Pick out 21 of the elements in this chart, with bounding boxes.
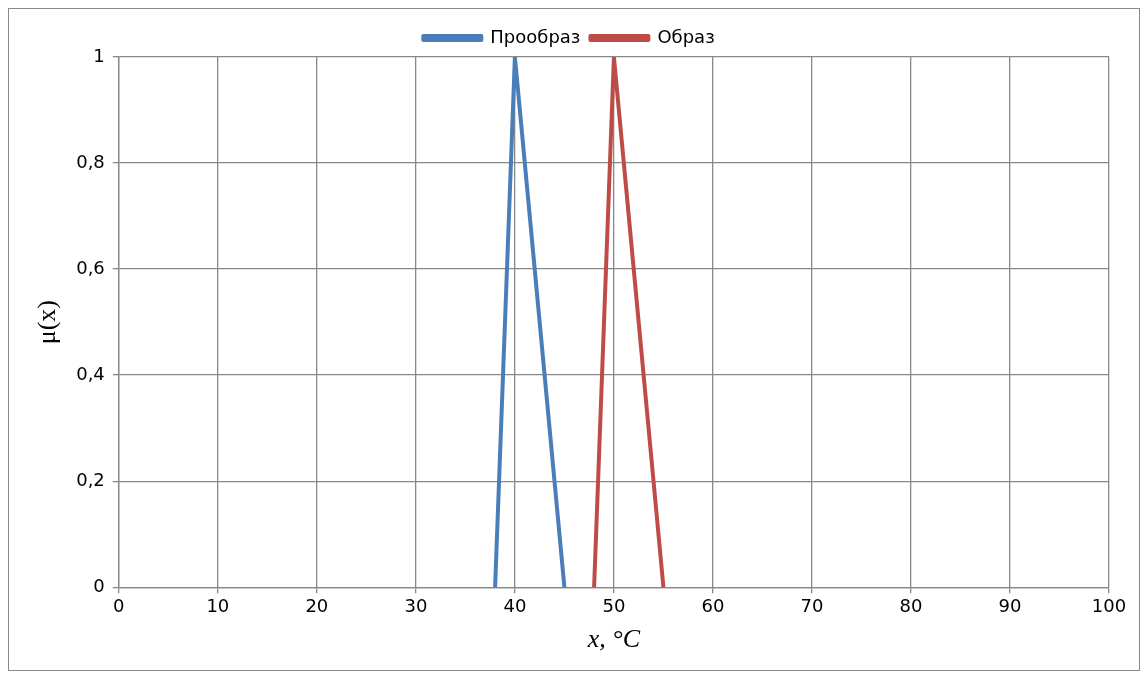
y-tick-label: 0,2 [76, 468, 105, 490]
y-tick-label: 0,8 [76, 150, 105, 172]
y-tick-label: 1 [93, 44, 105, 66]
x-axis-title: x, °C [586, 624, 641, 654]
x-tick-label: 0 [113, 594, 125, 616]
x-tick-label: 10 [206, 594, 230, 616]
x-tick-label: 70 [800, 594, 824, 616]
x-tick-label: 90 [998, 594, 1022, 616]
x-tick-label: 50 [602, 594, 626, 616]
legend-label: Образ [657, 25, 715, 47]
x-tick-label: 20 [305, 594, 329, 616]
y-tick-label: 0,4 [76, 362, 105, 384]
legend-label: Прообраз [490, 25, 581, 47]
x-tick-label: 60 [701, 594, 725, 616]
y-axis-title: μ(x) [32, 299, 62, 345]
y-tick-label: 0,6 [76, 256, 105, 278]
x-tick-label: 40 [503, 594, 527, 616]
y-tick-label: 0 [93, 574, 105, 596]
x-tick-label: 80 [899, 594, 923, 616]
x-tick-label: 30 [404, 594, 428, 616]
x-tick-label: 100 [1091, 594, 1127, 616]
